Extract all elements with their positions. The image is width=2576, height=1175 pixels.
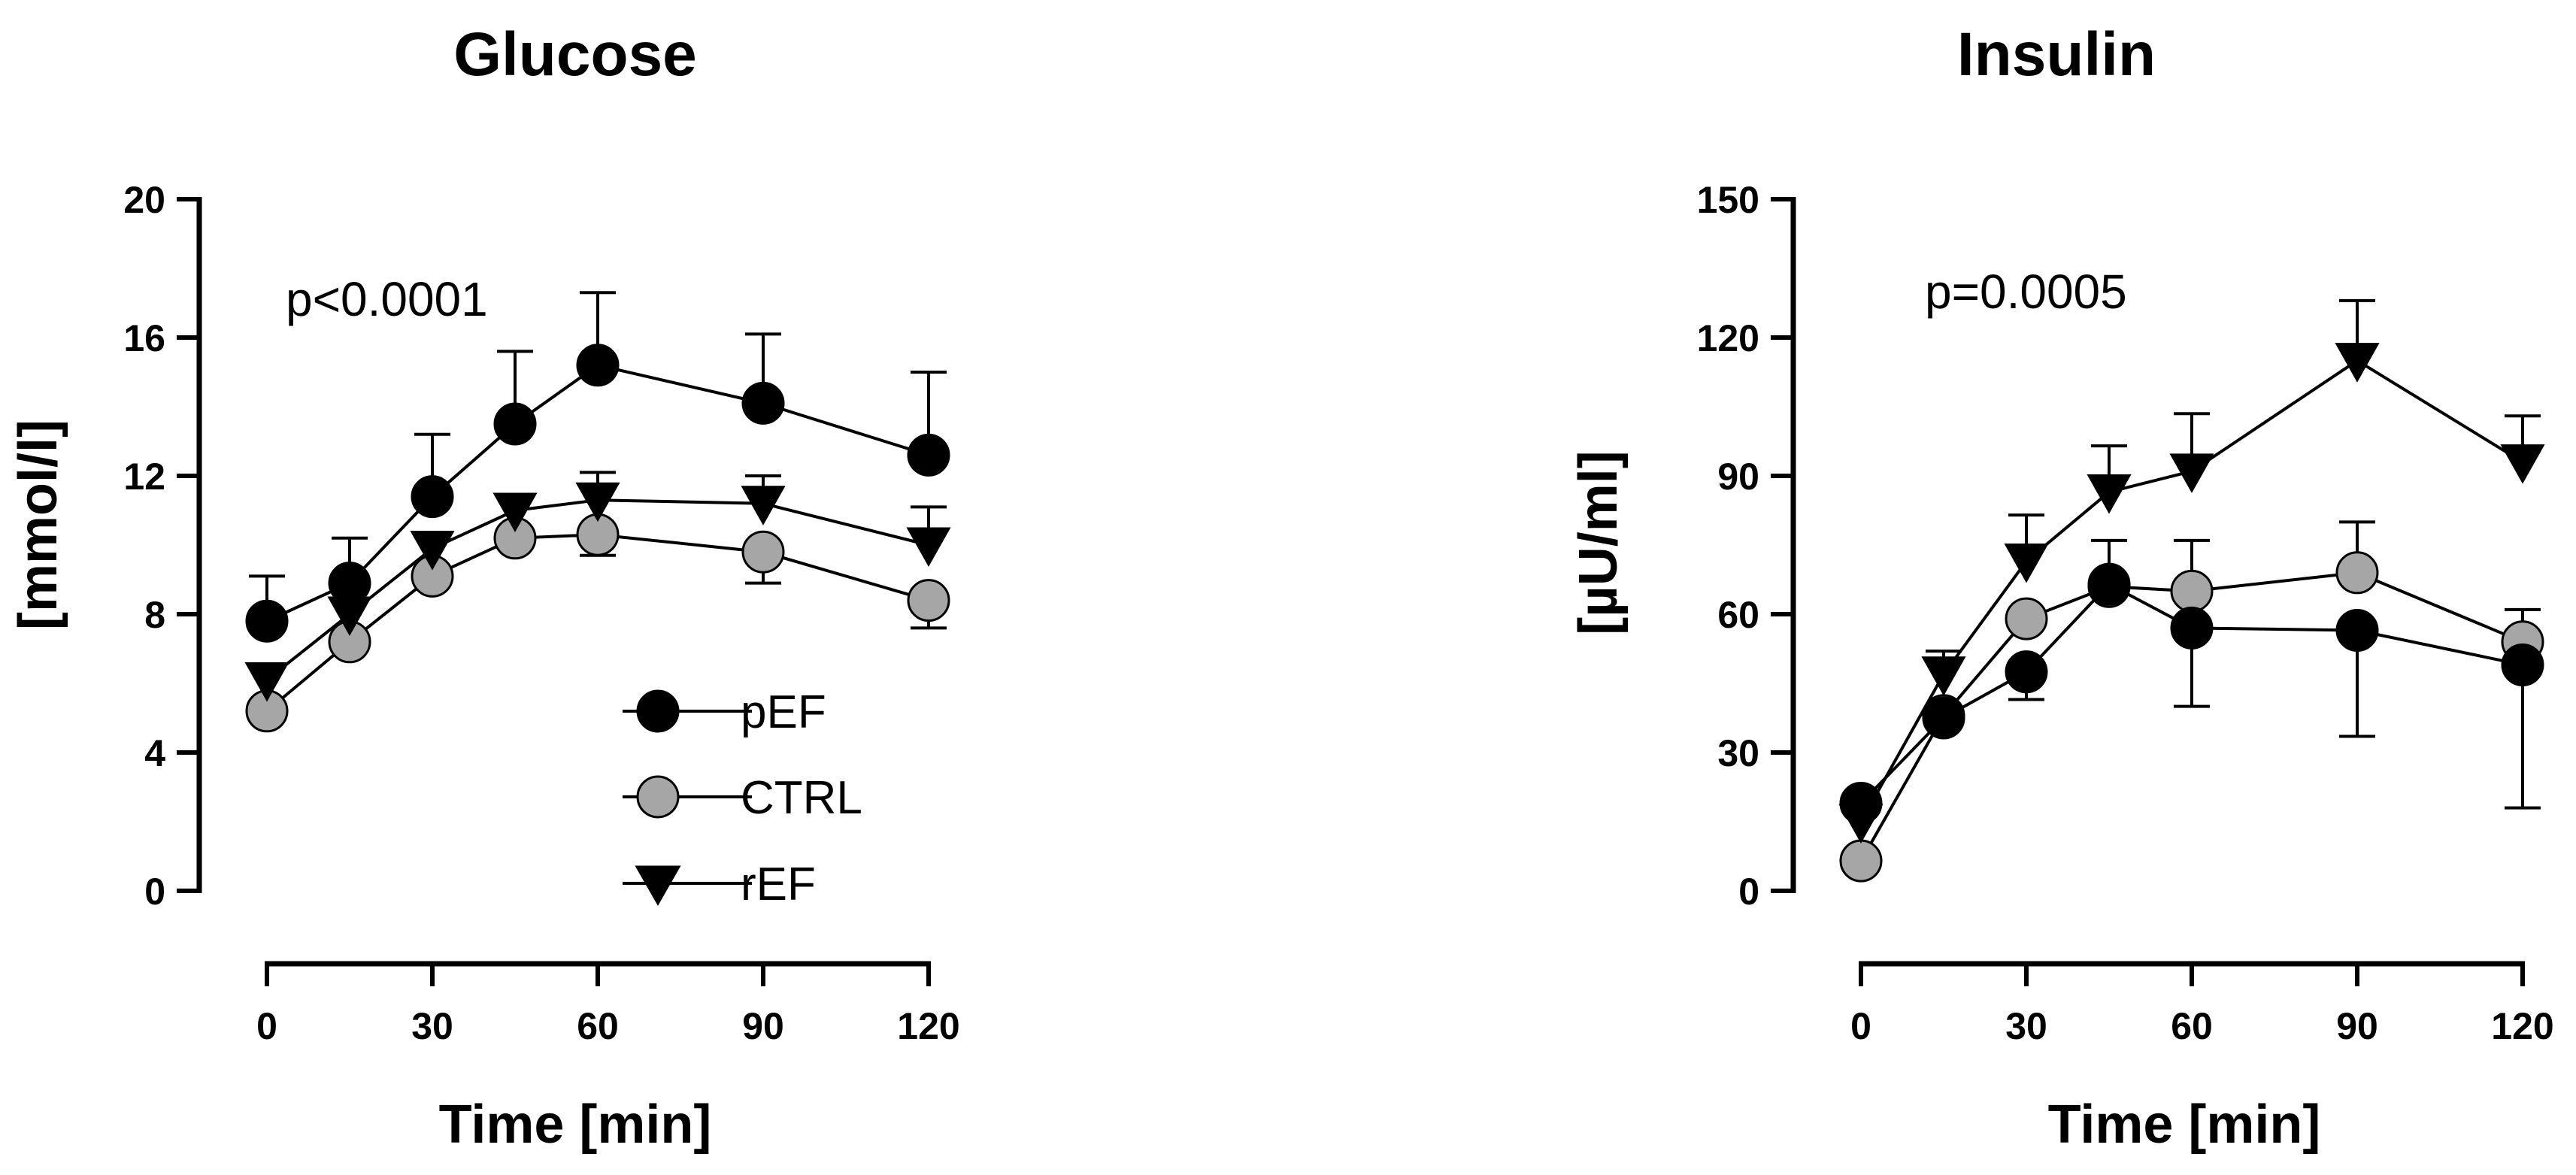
glucose-p-value: p<0.0001 <box>286 272 488 326</box>
legend-entry-ctrl: CTRL <box>623 772 862 824</box>
glucose-ref-data-point <box>906 527 951 568</box>
insulin-x-axis-label: Time [min] <box>2048 1095 2321 1155</box>
glucose-x-tick-label: 60 <box>577 1005 619 1047</box>
legend-label-ref: rEF <box>741 859 816 910</box>
legend-marker-pef <box>636 689 680 733</box>
insulin-y-tick-label: 150 <box>1697 179 1759 221</box>
insulin-x-tick-label: 120 <box>2491 1005 2553 1047</box>
glucose-y-tick-label: 16 <box>123 317 165 359</box>
insulin-ref-data-point <box>2500 444 2545 484</box>
insulin-pef-data-point <box>2335 608 2379 652</box>
glucose-pef-data-point <box>245 599 289 643</box>
glucose-x-tick-label: 90 <box>742 1005 784 1047</box>
legend-label-ctrl: CTRL <box>741 772 862 824</box>
insulin-x-tick-label: 30 <box>2005 1005 2047 1047</box>
insulin-chart: Insulin p=0.0005 [µU/ml] Time [min] 0 30 6… <box>1568 20 2554 1155</box>
chart-legend: pEF CTRL rEF <box>623 686 862 910</box>
insulin-pef-data-point <box>2087 562 2131 606</box>
insulin-chart-title: Insulin <box>1957 20 2156 89</box>
insulin-y-axis-label: [µU/ml] <box>1568 450 1629 634</box>
glucose-ref-data-point <box>575 482 620 522</box>
glucose-y-tick-label: 12 <box>123 456 165 498</box>
glucose-ref-data-point <box>741 486 786 525</box>
insulin-ref-data-point <box>2169 453 2214 493</box>
glucose-pef-data-point <box>493 402 537 446</box>
glucose-ctrl-data-point <box>741 530 785 574</box>
glucose-pef-data-point <box>907 433 950 477</box>
glucose-pef-data-point <box>576 344 620 387</box>
insulin-y-tick-label: 60 <box>1717 594 1759 636</box>
insulin-pef-data-point <box>2170 606 2214 650</box>
glucose-y-tick-label: 4 <box>144 732 165 774</box>
insulin-ref-data-point <box>2335 343 2380 383</box>
insulin-ref-data-point <box>2087 474 2132 514</box>
glucose-chart: Glucose p<0.0001 [mmol/l] Time [min] pEF… <box>8 20 960 1155</box>
insulin-ctrl-data-point <box>2335 551 2379 595</box>
glucose-ref-data-point <box>492 492 538 533</box>
glucose-x-tick-label: 120 <box>897 1005 959 1047</box>
insulin-pef-data-point <box>2005 650 2048 694</box>
insulin-ctrl-data-point <box>2005 597 2048 640</box>
glucose-x-axis-label: Time [min] <box>439 1095 712 1155</box>
insulin-y-tick-label: 0 <box>1738 871 1759 913</box>
glucose-x-tick-label: 30 <box>411 1005 453 1047</box>
glucose-pef-data-point <box>328 562 371 605</box>
glucose-pef-data-point <box>741 381 785 425</box>
glucose-y-tick-label: 8 <box>144 594 165 636</box>
insulin-y-tick-label: 90 <box>1717 456 1759 498</box>
glucose-y-tick-label: 20 <box>123 179 165 221</box>
glucose-chart-title: Glucose <box>453 20 697 89</box>
insulin-pef-data-point <box>1922 696 1965 740</box>
glucose-pef-data-point <box>411 475 454 519</box>
insulin-ctrl-data-point <box>1839 839 1883 883</box>
legend-entry-pef: pEF <box>623 686 826 738</box>
legend-marker-ref <box>635 865 681 907</box>
insulin-ctrl-data-point <box>2170 569 2214 613</box>
insulin-ref-data-point <box>2004 543 2049 583</box>
insulin-y-tick-label: 120 <box>1697 317 1759 359</box>
glucose-y-tick-label: 0 <box>144 871 165 913</box>
glucose-ctrl-series-line <box>265 533 929 713</box>
insulin-x-tick-label: 60 <box>2171 1005 2213 1047</box>
legend-marker-ctrl <box>636 775 680 819</box>
insulin-pef-data-point <box>1839 781 1883 825</box>
insulin-p-value: p=0.0005 <box>1925 265 2127 319</box>
insulin-x-tick-label: 0 <box>1850 1005 1871 1047</box>
insulin-ref-data-point <box>1921 656 1966 696</box>
glucose-ctrl-data-point <box>907 579 950 622</box>
insulin-x-tick-label: 90 <box>2336 1005 2378 1047</box>
glucose-x-tick-label: 0 <box>256 1005 277 1047</box>
glucose-ref-data-point <box>410 531 455 571</box>
legend-entry-ref: rEF <box>623 859 816 910</box>
glucose-ref-data-point <box>244 662 289 702</box>
legend-label-pef: pEF <box>741 686 826 738</box>
glucose-y-axis-label: [mmol/l] <box>8 419 68 630</box>
insulin-pef-data-point <box>2501 643 2544 686</box>
insulin-y-tick-label: 30 <box>1717 732 1759 774</box>
